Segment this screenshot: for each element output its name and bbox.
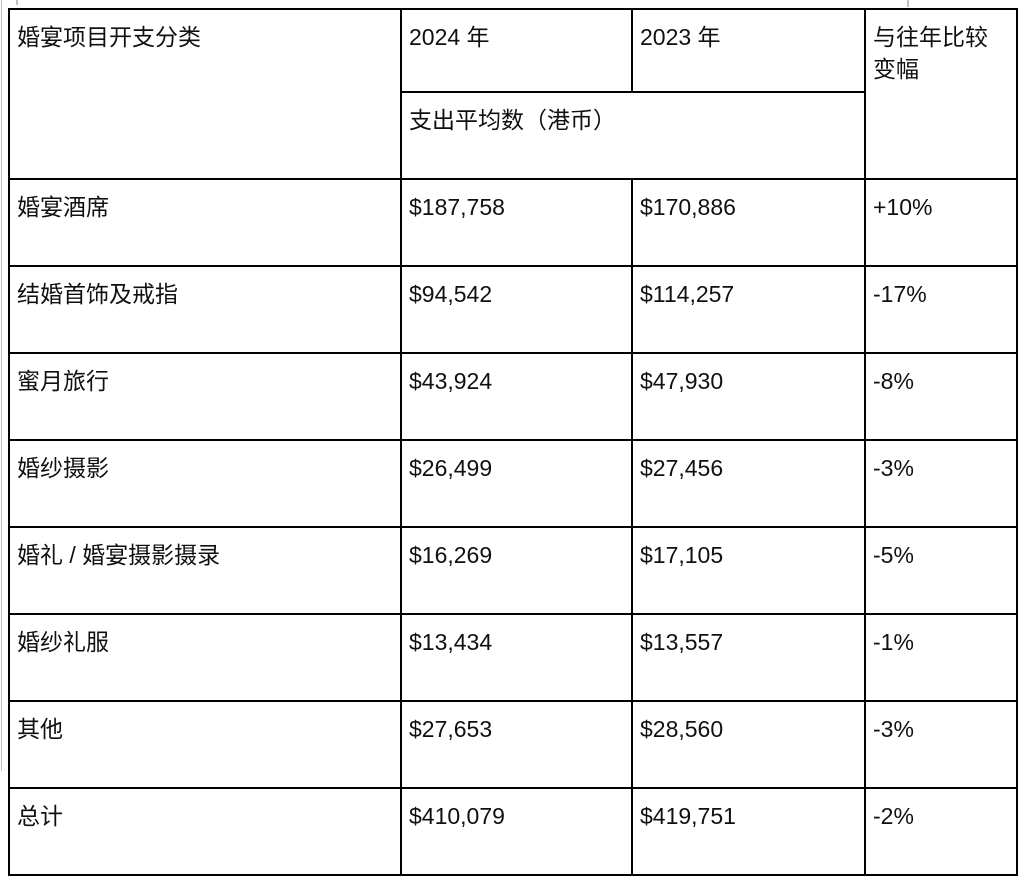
category-cell: 婚礼 / 婚宴摄影摄录: [8, 526, 402, 615]
table-row-others: 其他 $27,653 $28,560 -3%: [8, 700, 1018, 789]
change-cell: -17%: [864, 265, 1018, 354]
table-row-jewellery: 结婚首饰及戒指 $94,542 $114,257 -17%: [8, 265, 1018, 354]
header-row-years: 婚宴项目开支分类 2024 年 2023 年 与往年比较 变幅: [8, 8, 1018, 180]
header-row-subheader: 支出平均数（港币）: [9, 91, 1017, 180]
value-2024-cell: $27,653: [400, 700, 633, 789]
table-row-banquet: 婚宴酒席 $187,758 $170,886 +10%: [8, 178, 1018, 267]
top-left-gridline-remnant: [16, 0, 18, 5]
change-cell: -3%: [864, 700, 1018, 789]
change-cell: -1%: [864, 613, 1018, 702]
category-cell: 婚宴酒席: [8, 178, 402, 267]
value-2024-cell: $94,542: [400, 265, 633, 354]
change-cell: -5%: [864, 526, 1018, 615]
category-cell: 其他: [8, 700, 402, 789]
value-2023-cell: $17,105: [631, 526, 866, 615]
table-row-photography: 婚纱摄影 $26,499 $27,456 -3%: [8, 439, 1018, 528]
value-2024-cell: $16,269: [400, 526, 633, 615]
value-2023-cell: $28,560: [631, 700, 866, 789]
change-cell: +10%: [864, 178, 1018, 267]
change-cell: -3%: [864, 439, 1018, 528]
value-2024-cell: $187,758: [400, 178, 633, 267]
category-cell: 总计: [8, 787, 402, 876]
value-2024-cell: $410,079: [400, 787, 633, 876]
table-row-honeymoon: 蜜月旅行 $43,924 $47,930 -8%: [8, 352, 1018, 441]
header-average-spend-cell: 支出平均数（港币）: [400, 91, 866, 180]
value-2023-cell: $13,557: [631, 613, 866, 702]
header-2024-cell: 2024 年: [400, 8, 633, 93]
value-2024-cell: $43,924: [400, 352, 633, 441]
value-2024-cell: $26,499: [400, 439, 633, 528]
left-edge-artifact-line: [1, 0, 2, 771]
value-2023-cell: $170,886: [631, 178, 866, 267]
value-2023-cell: $419,751: [631, 787, 866, 876]
table-row-total: 总计 $410,079 $419,751 -2%: [8, 787, 1018, 876]
value-2023-cell: $47,930: [631, 352, 866, 441]
value-2024-cell: $13,434: [400, 613, 633, 702]
wedding-expense-table: 婚宴项目开支分类 2024 年 2023 年 与往年比较 变幅 支出平均数（港币…: [8, 8, 1018, 876]
table-row-gown: 婚纱礼服 $13,434 $13,557 -1%: [8, 613, 1018, 702]
header-2023-cell: 2023 年: [631, 8, 866, 93]
category-cell: 结婚首饰及戒指: [8, 265, 402, 354]
value-2023-cell: $114,257: [631, 265, 866, 354]
category-cell: 婚纱礼服: [8, 613, 402, 702]
header-change-cell: 与往年比较 变幅: [864, 8, 1018, 180]
value-2023-cell: $27,456: [631, 439, 866, 528]
table-row-videography: 婚礼 / 婚宴摄影摄录 $16,269 $17,105 -5%: [8, 526, 1018, 615]
category-cell: 婚纱摄影: [8, 439, 402, 528]
change-cell: -8%: [864, 352, 1018, 441]
header-category-cell: 婚宴项目开支分类: [8, 8, 402, 180]
top-right-gridline-remnant: [907, 0, 909, 7]
category-cell: 蜜月旅行: [8, 352, 402, 441]
change-cell: -2%: [864, 787, 1018, 876]
